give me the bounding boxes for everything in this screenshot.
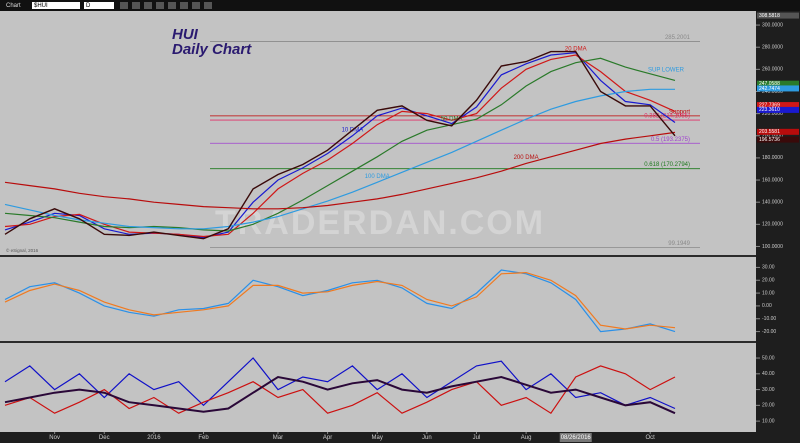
y-tick-label: 200.0000 [762, 133, 783, 139]
y-tick-label: 240.0000 [762, 89, 783, 95]
tool-button[interactable] [192, 2, 200, 9]
y-tick-label: -20.00 [762, 329, 776, 335]
tool-button[interactable] [180, 2, 188, 9]
tool-button[interactable] [156, 2, 164, 9]
oscillator-panel [0, 257, 756, 341]
symbol[interactable]: $HUI [34, 3, 48, 9]
toolbar [0, 0, 800, 11]
y-tick-label: 40.00 [762, 371, 775, 377]
series-line [4, 54, 676, 238]
price-tag [757, 102, 799, 109]
level-label: 285.2001 [665, 35, 691, 41]
series-line [4, 131, 676, 210]
y-tick-label: 120.0000 [762, 222, 783, 228]
watermark: TRADERDAN.COM [215, 204, 545, 242]
tool-button[interactable] [144, 2, 152, 9]
x-tick-label: Aug [521, 435, 532, 441]
series-line [4, 88, 675, 230]
x-tick-label: Jul [473, 435, 481, 441]
price-tag [757, 136, 799, 143]
x-tick-label: Nov [49, 435, 60, 441]
interval-input[interactable] [84, 2, 114, 9]
level-label: 0.5 (193.2375) [651, 137, 690, 143]
credit: © eSignal, 2016 [6, 247, 39, 253]
x-tick-label: Mar [273, 435, 283, 441]
x-tick-label: Dec [99, 435, 110, 441]
series-label: 100 DMA [365, 174, 390, 180]
y-tick-label: 10.00 [762, 418, 775, 424]
price-tag [757, 12, 799, 19]
y-tick-label: 280.0000 [762, 45, 783, 51]
main-panel [0, 11, 756, 255]
series-line [4, 269, 676, 333]
price-tag-label: 227.7369 [759, 102, 780, 108]
cursor-date: 08/26/2016 [561, 435, 592, 441]
y-tick-label: 160.0000 [762, 177, 783, 183]
oscillator-panel [0, 343, 756, 432]
x-tick-label: Jun [422, 435, 432, 441]
x-tick-label: 2016 [147, 435, 161, 441]
cursor-box [559, 433, 592, 442]
price-tag [757, 85, 799, 92]
y-tick-label: 260.0000 [762, 67, 783, 73]
chart-subtitle: Daily Chart [172, 41, 252, 58]
price-tag [757, 128, 799, 135]
y-tick-label: 300.0000 [762, 22, 783, 28]
series-line [4, 57, 676, 232]
tool-button[interactable] [204, 2, 212, 9]
x-tick-label: May [372, 435, 383, 441]
y-tick-label: 50.00 [762, 355, 775, 361]
y-tick-label: 180.0000 [762, 155, 783, 161]
series-label: 20 DMA [565, 47, 587, 53]
series-line [4, 52, 676, 239]
x-tick-label: Feb [198, 435, 209, 441]
series-line [4, 365, 676, 415]
price-tag-label: 308.5818 [759, 13, 780, 19]
tool-button[interactable] [132, 2, 140, 9]
price-tag [757, 80, 799, 87]
series-line [4, 271, 676, 330]
level-label: Support [669, 109, 690, 115]
series-label: 50 DMA [441, 116, 463, 122]
price-tag-label: 196.5736 [759, 137, 780, 143]
window-title: Chart [6, 3, 21, 9]
symbol-input[interactable] [32, 2, 80, 9]
y-tick-label: -10.00 [762, 316, 776, 322]
y-tick-label: 30.00 [762, 265, 775, 271]
x-tick-label: Apr [323, 435, 332, 441]
y-tick-label: 100.0000 [762, 244, 783, 250]
chart-title: HUI [172, 26, 199, 43]
y-tick-label: 20.00 [762, 278, 775, 284]
annotation: SUP LOWER [648, 68, 685, 74]
series-label: 200 DMA [514, 155, 539, 161]
interval[interactable]: D [86, 3, 91, 9]
y-tick-label: 10.00 [762, 290, 775, 296]
level-label: 0.618 (170.2794) [644, 162, 690, 168]
date-axis [0, 432, 800, 443]
price-tag [757, 106, 799, 113]
tool-button[interactable] [120, 2, 128, 9]
x-tick-label: Oct [646, 435, 656, 441]
y-tick-label: 0.00 [762, 303, 772, 309]
y-tick-label: 20.00 [762, 403, 775, 409]
y-tick-label: 140.0000 [762, 200, 783, 206]
price-tag-label: 247.0588 [759, 81, 780, 87]
series-line [4, 357, 676, 410]
price-tag-label: 242.7474 [759, 86, 780, 92]
y-tick-label: 220.0000 [762, 111, 783, 117]
y-tick-label: 30.00 [762, 387, 775, 393]
series-line [4, 375, 676, 415]
level-label: 99.1949 [668, 241, 690, 247]
price-tag-label: 223.3610 [759, 107, 780, 113]
series-line [4, 50, 676, 240]
tool-button[interactable] [168, 2, 176, 9]
price-tag-label: 203.5581 [759, 129, 780, 135]
